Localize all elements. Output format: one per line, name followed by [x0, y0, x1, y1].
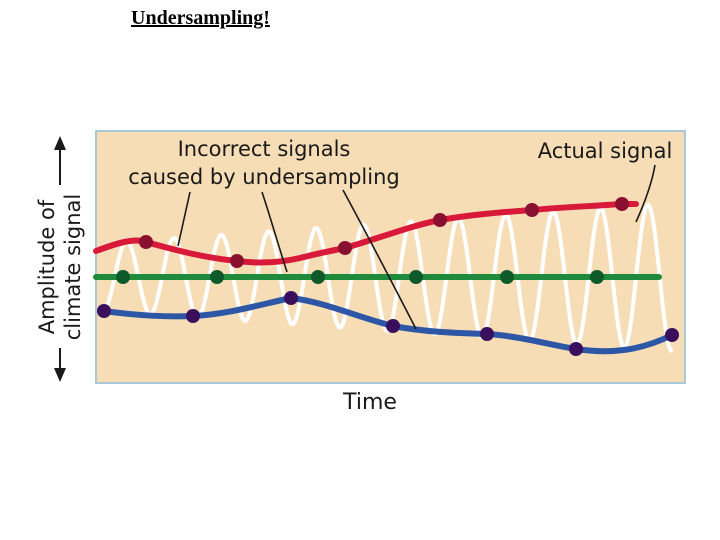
- aliased-signal-high-samples: [139, 197, 629, 268]
- slide-title: Undersampling!: [131, 7, 270, 29]
- sample-point: [230, 254, 244, 268]
- y-axis-arrow-down-icon: [54, 368, 66, 382]
- annotation-leader-lines: [177, 164, 656, 330]
- sample-point: [186, 309, 200, 323]
- sample-point: [284, 291, 298, 305]
- leader-to-red-signal: [177, 191, 191, 247]
- aliased-signal-flat-samples: [116, 270, 604, 284]
- annotation-incorrect-signals-line2: caused by undersampling: [128, 165, 399, 189]
- sample-point: [116, 270, 130, 284]
- sample-point: [500, 270, 514, 284]
- sample-point: [409, 270, 423, 284]
- sample-point: [338, 241, 352, 255]
- sample-point: [665, 328, 679, 342]
- sample-point: [590, 270, 604, 284]
- sample-point: [569, 342, 583, 356]
- aliased-signal-low-samples: [97, 291, 679, 356]
- sample-point: [210, 270, 224, 284]
- sample-point: [311, 270, 325, 284]
- leader-to-actual-signal: [635, 164, 656, 223]
- annotation-incorrect-signals-line1: Incorrect signals: [178, 137, 351, 161]
- aliased-signal-high-line: [93, 201, 639, 266]
- leader-to-blue-signal: [342, 189, 417, 330]
- y-axis-label-line2: climate signal: [61, 194, 85, 341]
- y-axis: Amplitude of climate signal: [35, 136, 85, 382]
- x-axis-label: Time: [342, 390, 397, 415]
- sample-point: [97, 304, 111, 318]
- annotation-actual-signal: Actual signal: [538, 139, 673, 163]
- sample-point: [139, 235, 153, 249]
- sample-point: [525, 203, 539, 217]
- y-axis-label-line1: Amplitude of: [35, 199, 59, 334]
- y-axis-arrow-up-icon: [54, 136, 66, 150]
- sample-point: [386, 319, 400, 333]
- sample-point: [615, 197, 629, 211]
- leader-to-green-signal: [261, 191, 288, 273]
- sample-point: [433, 213, 447, 227]
- sample-point: [480, 327, 494, 341]
